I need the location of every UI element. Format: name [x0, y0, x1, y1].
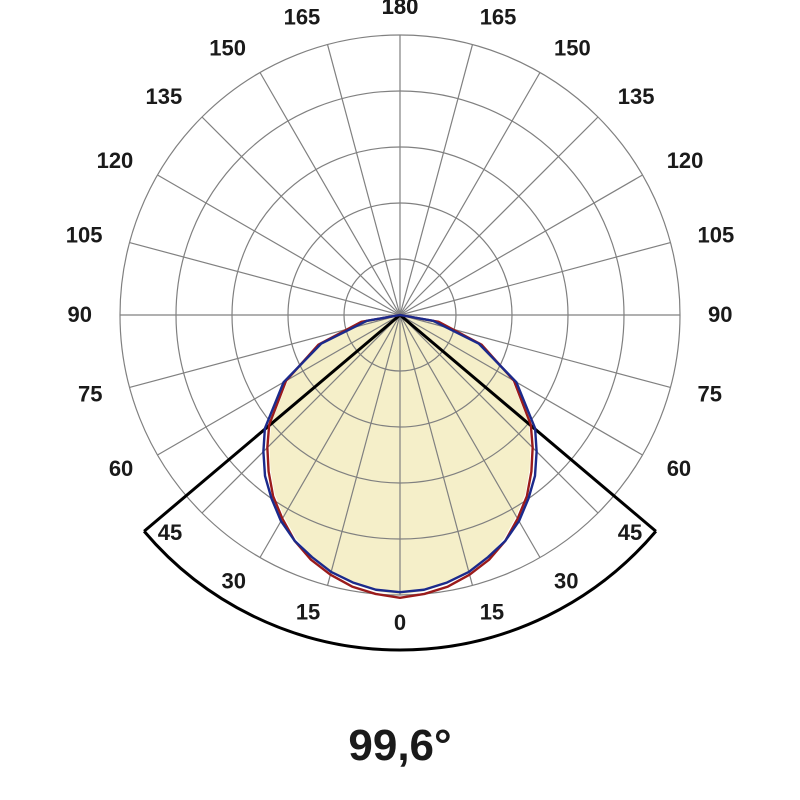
angle-label: 15 [296, 600, 320, 625]
angle-spoke [202, 117, 400, 315]
angle-label: 45 [618, 520, 642, 545]
angle-spoke [400, 117, 598, 315]
angle-label: 75 [698, 382, 722, 407]
angle-spoke [130, 243, 400, 315]
angle-spoke [158, 175, 400, 315]
angle-label: 135 [618, 84, 655, 109]
angle-label: 135 [145, 84, 182, 109]
angle-spoke [260, 73, 400, 315]
angle-label: 0 [394, 610, 406, 635]
angle-label: 30 [554, 569, 578, 594]
angle-label: 165 [284, 5, 321, 30]
angle-label: 15 [480, 600, 504, 625]
angle-spoke [400, 243, 670, 315]
angle-label: 165 [480, 5, 517, 30]
angle-spoke [400, 45, 472, 315]
angle-label: 90 [708, 302, 732, 327]
angle-label: 105 [66, 222, 103, 247]
angle-spoke [400, 175, 642, 315]
angle-label: 120 [667, 148, 704, 173]
angle-label: 30 [222, 569, 246, 594]
angle-label: 180 [382, 0, 419, 19]
angle-label: 75 [78, 382, 102, 407]
beam-angle-value: 99,6° [348, 721, 451, 770]
angle-spoke [328, 45, 400, 315]
angle-spoke [400, 73, 540, 315]
polar-light-distribution-chart: 1651501351201059075604530151801651501351… [0, 0, 800, 800]
angle-label: 105 [698, 222, 735, 247]
angle-label: 150 [554, 35, 591, 60]
angle-label: 90 [68, 302, 92, 327]
angle-label: 45 [158, 520, 182, 545]
angle-label: 60 [667, 456, 691, 481]
angle-label: 120 [97, 148, 134, 173]
angle-label: 150 [209, 35, 246, 60]
angle-label: 60 [109, 456, 133, 481]
